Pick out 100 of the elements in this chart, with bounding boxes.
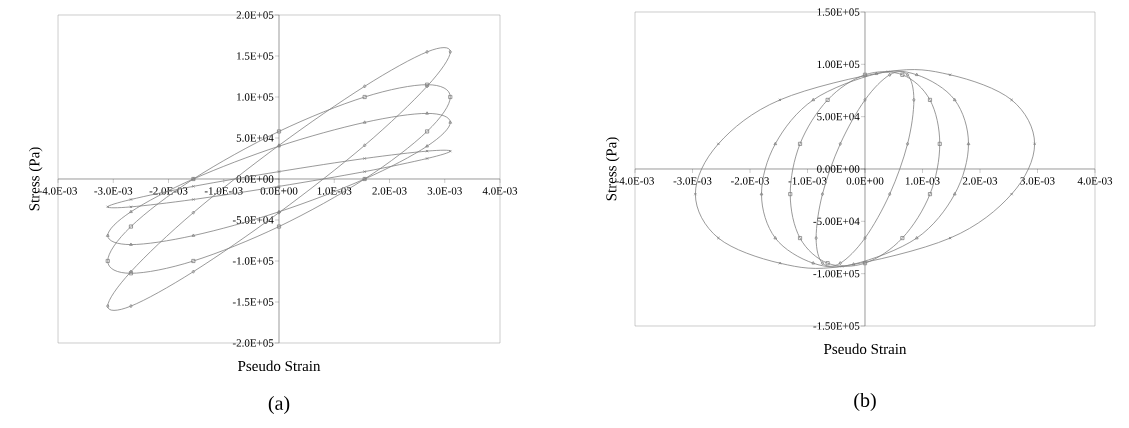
y-tick-label: 1.00E+05 — [817, 60, 860, 69]
point — [888, 192, 892, 197]
y-tick-label: -1.5E+05 — [232, 298, 274, 306]
point — [840, 264, 844, 268]
x-tick-label: 2.0E-03 — [372, 187, 407, 195]
x-tick-label: 2.0E-03 — [962, 177, 998, 185]
point — [363, 170, 367, 174]
point — [716, 142, 720, 146]
point — [448, 49, 452, 54]
x-tick-label: 4.0E-03 — [482, 187, 518, 195]
point — [788, 192, 793, 197]
point — [914, 236, 919, 240]
point — [900, 72, 905, 77]
point — [362, 120, 367, 124]
point — [851, 262, 856, 266]
point — [888, 72, 892, 77]
x-tick-label: 1.0E-03 — [905, 177, 940, 185]
x-axis-title: Pseudo Strain — [823, 343, 907, 355]
x-tick-label: 1.0E-03 — [317, 187, 352, 195]
point — [811, 261, 816, 265]
point — [106, 304, 110, 309]
x-tick-label: 3.0E-03 — [1020, 177, 1055, 185]
point — [716, 236, 720, 240]
point — [937, 141, 942, 146]
point — [105, 233, 110, 237]
point — [820, 192, 825, 197]
point — [948, 236, 952, 240]
point — [191, 184, 195, 188]
point — [863, 97, 867, 102]
point — [191, 258, 196, 263]
y-tick-label: 1.0E+05 — [237, 93, 274, 101]
x-tick-label: 0.0E+00 — [846, 177, 884, 185]
point — [811, 97, 816, 102]
point — [363, 143, 367, 148]
x-tick-label: -1.0E-03 — [788, 177, 827, 185]
point — [191, 210, 195, 215]
point — [191, 197, 195, 202]
point — [191, 233, 196, 237]
point — [886, 70, 890, 74]
point — [825, 261, 830, 266]
point — [448, 120, 453, 124]
point — [693, 192, 697, 196]
point — [277, 129, 282, 134]
y-tick-label: 1.50E+05 — [817, 8, 860, 16]
point — [863, 261, 867, 266]
point — [129, 197, 133, 202]
text: (b) — [854, 392, 876, 412]
y-tick-label: -1.00E+05 — [813, 269, 860, 278]
point — [363, 156, 367, 161]
point — [838, 141, 842, 146]
x-tick-label: -3.0E-03 — [94, 187, 133, 195]
point — [277, 170, 281, 174]
y-tick-label: 5.00E+04 — [817, 112, 860, 121]
point — [912, 97, 916, 102]
y-tick-label: -5.0E+04 — [232, 216, 274, 224]
y-tick-label: -5.00E+04 — [813, 217, 860, 226]
y-tick-label: -1.0E+05 — [232, 257, 274, 265]
x-tick-label: -4.0E-03 — [39, 187, 77, 195]
point — [874, 71, 879, 75]
point — [448, 149, 452, 153]
point — [798, 236, 803, 241]
point — [362, 95, 367, 99]
y-tick-label: -1.50E+05 — [813, 322, 860, 330]
point — [778, 98, 782, 102]
point — [425, 144, 429, 148]
point — [838, 261, 842, 266]
point — [905, 141, 910, 146]
point — [128, 224, 133, 229]
y-tick-label: 5.0E+04 — [236, 134, 274, 142]
x-tick-label: -1.0E-03 — [204, 187, 243, 195]
y-tick-label: -2.0E+05 — [232, 339, 274, 347]
y-tick-label: 2.0E+05 — [236, 11, 274, 19]
x-tick-label: -3.0E-03 — [673, 177, 712, 185]
point — [363, 84, 367, 89]
point — [129, 304, 133, 309]
point — [863, 72, 867, 77]
x-axis-title: Pseudo Strain — [237, 360, 321, 372]
point — [129, 209, 133, 213]
point — [952, 192, 957, 196]
x-tick-label: -4.0E-03 — [616, 177, 654, 185]
point — [277, 224, 282, 229]
point — [825, 97, 830, 102]
point — [105, 258, 110, 263]
point — [820, 261, 825, 266]
x-tick-label: 3.0E-03 — [427, 187, 462, 195]
point — [129, 205, 133, 209]
point — [773, 141, 778, 146]
point — [948, 73, 952, 77]
point — [425, 156, 429, 161]
x-tick-label: -2.0E-03 — [731, 177, 769, 185]
point — [966, 141, 971, 146]
point — [914, 72, 919, 76]
point — [191, 269, 195, 274]
x-tick-label: 0.0E+00 — [260, 187, 298, 195]
point — [798, 141, 803, 146]
x-tick-label: 4.0E-03 — [1077, 177, 1113, 185]
point — [773, 236, 778, 240]
y-tick-label: 0.00E+00 — [817, 165, 860, 173]
point — [129, 242, 133, 246]
point — [863, 236, 867, 241]
